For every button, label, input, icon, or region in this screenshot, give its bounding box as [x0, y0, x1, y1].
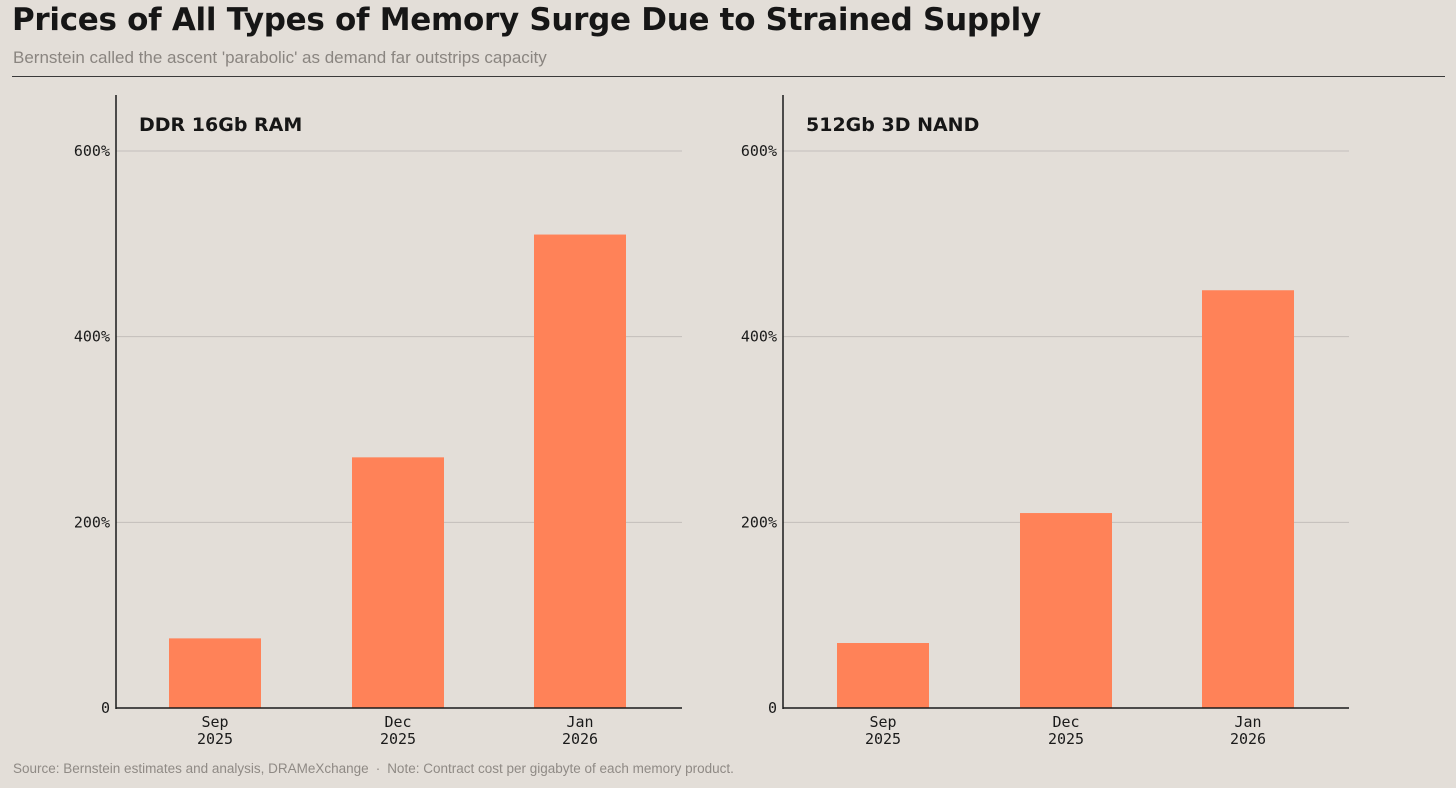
- footer-note: Source: Bernstein estimates and analysis…: [13, 761, 734, 776]
- panel-title: DDR 16Gb RAM: [139, 114, 302, 136]
- x-tick-label-line: Jan: [1234, 713, 1261, 731]
- bar-dec-2025: [352, 457, 444, 708]
- x-tick-label: Dec 2025: [1048, 713, 1084, 748]
- bar-sep-2025: [169, 638, 261, 708]
- y-tick-label: 200%: [741, 513, 777, 531]
- x-tick-label: Dec 2025: [380, 713, 416, 748]
- y-tick-label: 600%: [74, 142, 110, 160]
- x-tick-label-line: 2025: [380, 730, 416, 748]
- panel-title: 512Gb 3D NAND: [806, 114, 979, 136]
- y-tick-label: 0: [768, 699, 777, 717]
- x-tick-label: Jan 2026: [1230, 713, 1266, 748]
- header-divider: [12, 76, 1445, 77]
- y-tick-label: 400%: [74, 328, 110, 346]
- x-tick-label-line: Dec: [1052, 713, 1079, 731]
- chart-subtitle: Bernstein called the ascent 'parabolic' …: [13, 48, 547, 67]
- x-tick-label: Sep 2025: [865, 713, 901, 748]
- x-tick-label-line: 2025: [865, 730, 901, 748]
- x-tick-label-line: 2026: [1230, 730, 1266, 748]
- bar-sep-2025: [837, 643, 929, 708]
- x-tick-label-line: Sep: [201, 713, 228, 731]
- x-tick-label: Jan 2026: [562, 713, 598, 748]
- x-tick-label-line: Sep: [869, 713, 896, 731]
- y-tick-label: 0: [101, 699, 110, 717]
- footer-separator: ·: [375, 761, 381, 776]
- bar-jan-2026: [1202, 290, 1294, 708]
- chart-title: Prices of All Types of Memory Surge Due …: [12, 2, 1041, 38]
- bar-jan-2026: [534, 234, 626, 709]
- x-tick-label-line: 2026: [562, 730, 598, 748]
- y-tick-label: 600%: [741, 142, 777, 160]
- x-tick-label-line: 2025: [197, 730, 233, 748]
- x-tick-label: Sep 2025: [197, 713, 233, 748]
- y-tick-label: 200%: [74, 513, 110, 531]
- x-tick-label-line: Dec: [384, 713, 411, 731]
- footer-note-text: Note: Contract cost per gigabyte of each…: [387, 761, 734, 776]
- y-tick-label: 400%: [741, 328, 777, 346]
- bar-dec-2025: [1020, 513, 1112, 708]
- x-tick-label-line: Jan: [566, 713, 593, 731]
- x-tick-label-line: 2025: [1048, 730, 1084, 748]
- footer-source: Source: Bernstein estimates and analysis…: [13, 761, 369, 776]
